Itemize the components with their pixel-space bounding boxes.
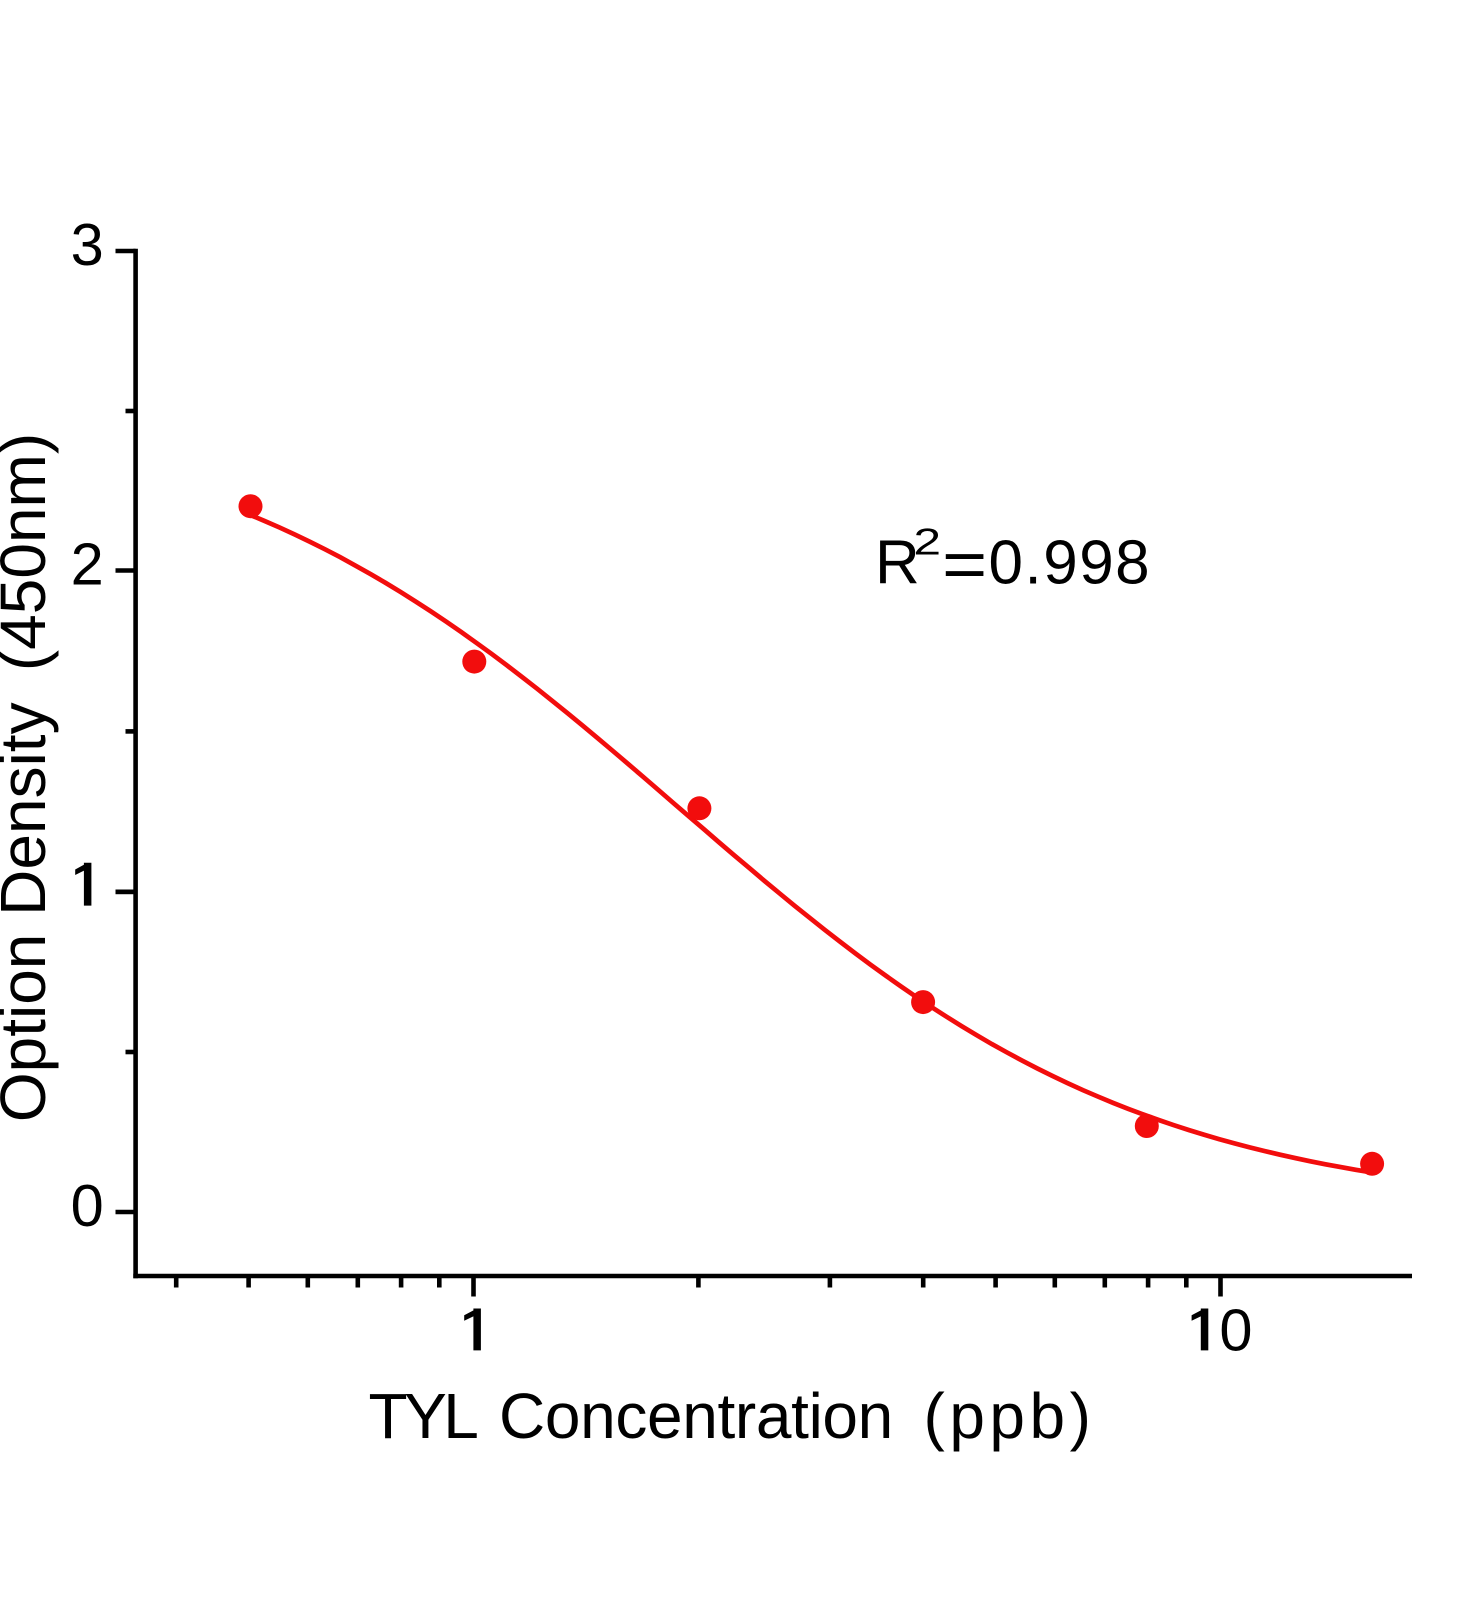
svg-text:=: =	[942, 527, 987, 603]
svg-text:(ppb): (ppb)	[924, 1380, 1096, 1452]
svg-text:Concentration: Concentration	[499, 1380, 893, 1452]
svg-text:0.998: 0.998	[989, 529, 1152, 598]
svg-text:R: R	[875, 529, 920, 598]
svg-text:2: 2	[71, 530, 104, 597]
svg-text:Option Density (450nm): Option Density (450nm)	[0, 433, 59, 1122]
svg-text:3: 3	[71, 211, 104, 278]
svg-text:0: 0	[71, 1172, 104, 1239]
svg-text:0: 0	[1219, 1296, 1252, 1363]
svg-text:TYL: TYL	[369, 1380, 478, 1452]
